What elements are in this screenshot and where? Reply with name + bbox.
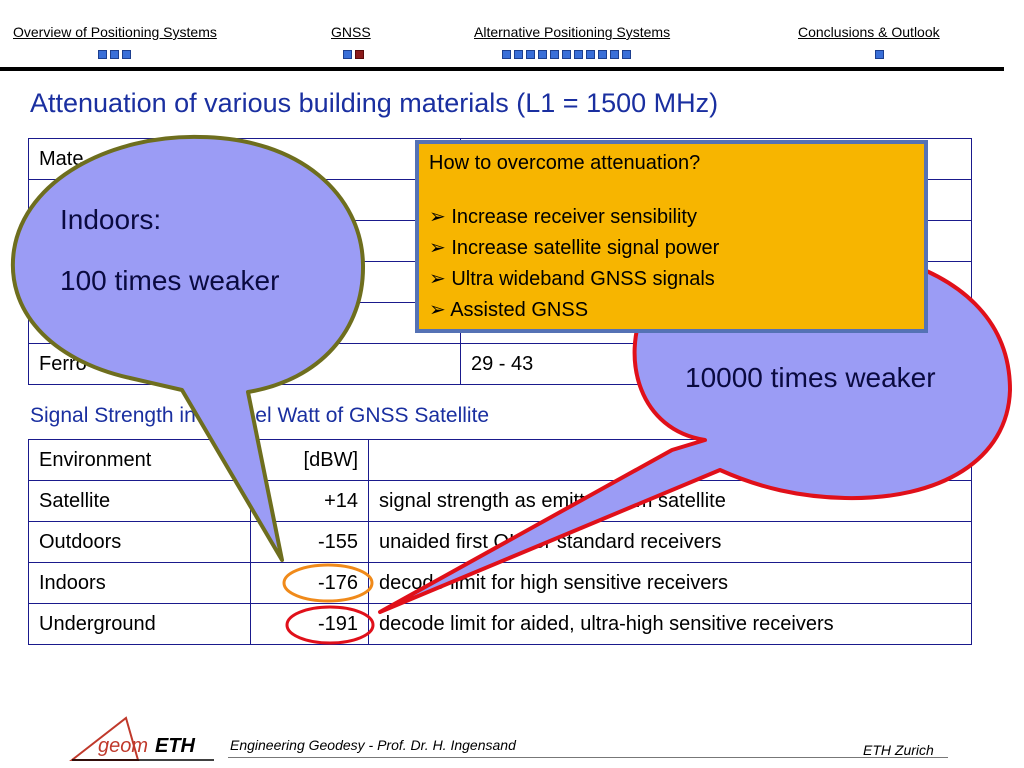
nav-dot[interactable] [875,50,884,59]
tip-item: ➢ Increase satellite signal power [429,233,914,264]
table-row: Satellite +14 signal strength as emitted… [28,480,972,522]
tip-item-label: Ultra wideband GNSS signals [451,268,715,290]
table-cell: decode limit for aided, ultra-high sensi… [368,603,972,645]
nav-dot[interactable] [610,50,619,59]
indoors-callout-bubble [10,134,366,562]
nav-item-overview[interactable]: Overview of Positioning Systems [13,24,217,40]
nav-dot-active[interactable] [355,50,364,59]
tip-item-label: Increase receiver sensibility [451,206,697,228]
nav-item-conclusions[interactable]: Conclusions & Outlook [798,24,940,40]
header-divider [0,67,1004,71]
nav-item-gnss[interactable]: GNSS [331,24,371,40]
arrow-bullet-icon: ➢ [429,268,446,290]
footer-divider [228,757,948,758]
table-cell: Indoors [28,562,251,604]
nav-dot[interactable] [98,50,107,59]
table-row: Underground -191 decode limit for aided,… [28,603,972,645]
table-cell: Outdoors [28,521,251,563]
footer-course: Engineering Geodesy - Prof. Dr. H. Ingen… [230,737,516,753]
table-cell: Satellite [28,480,251,522]
nav-dot[interactable] [538,50,547,59]
arrow-bullet-icon: ➢ [429,299,446,321]
nav-dot[interactable] [526,50,535,59]
underground-callout-value: 10000 times weaker [685,362,936,393]
svg-text:ETH: ETH [155,735,196,757]
tip-item: ➢ Increase receiver sensibility [429,202,914,233]
table-cell: -176 [250,562,369,604]
page-title: Attenuation of various building material… [30,88,719,118]
tip-item: ➢ Ultra wideband GNSS signals [429,264,914,295]
nav-dot[interactable] [122,50,131,59]
tip-question: How to overcome attenuation? [429,152,701,174]
nav-dot[interactable] [586,50,595,59]
nav-dot[interactable] [550,50,559,59]
svg-text:geom: geom [98,735,148,757]
nav-dots-gnss [343,50,364,62]
column-header: [dBW] [250,439,369,481]
nav-dots-overview [98,50,131,62]
nav-dot[interactable] [502,50,511,59]
attenuation-tip-box: How to overcome attenuation? ➢ Increase … [415,140,928,333]
geometh-logo: geom ETH [69,716,214,761]
indoors-callout-title: Indoors: [60,204,162,235]
arrow-bullet-icon: ➢ [429,206,446,228]
nav-dot[interactable] [110,50,119,59]
nav-dots-alternative [502,50,631,62]
nav-dot[interactable] [598,50,607,59]
tip-item-label: Increase satellite signal power [451,237,720,259]
nav-dot[interactable] [514,50,523,59]
indoors-callout-value: 100 times weaker [60,265,280,296]
table-cell: Underground [28,603,251,645]
nav-dot[interactable] [622,50,631,59]
table-row: Indoors -176 decode limit for high sensi… [28,562,972,604]
tip-item: ➢ Assisted GNSS [429,295,914,326]
underground-value-highlight [285,605,375,645]
indoors-value-highlight [282,563,374,603]
section-subtitle: Signal Strength in Decibel Watt of GNSS … [30,404,490,427]
tip-item-label: Assisted GNSS [450,299,589,321]
nav-dot[interactable] [562,50,571,59]
arrow-bullet-icon: ➢ [429,237,446,259]
nav-dots-conclusions [875,50,884,62]
nav-item-alternative[interactable]: Alternative Positioning Systems [474,24,671,40]
nav-dot[interactable] [343,50,352,59]
footer-institution: ETH Zurich [863,742,934,758]
nav-dot[interactable] [574,50,583,59]
